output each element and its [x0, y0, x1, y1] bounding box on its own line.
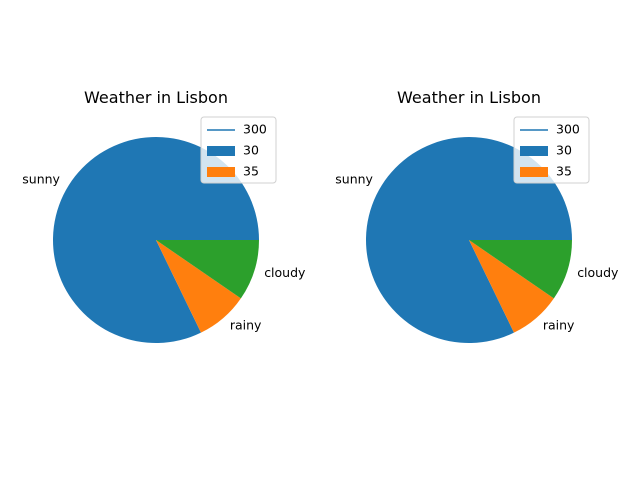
pie-slice-cloudy — [469, 240, 572, 299]
slice-label-sunny: sunny — [335, 171, 373, 186]
pie-slice-rainy — [156, 240, 241, 333]
legend-label: 30 — [556, 143, 572, 158]
pie-slice-sunny — [366, 137, 572, 344]
legend-label: 35 — [556, 164, 572, 179]
chart-title: Weather in Lisbon — [84, 88, 228, 107]
legend-patch-handle — [207, 167, 235, 177]
slice-labels: sunny rainy cloudy — [22, 171, 306, 332]
slice-label-rainy: rainy — [543, 317, 575, 332]
legend-frame — [200, 116, 277, 184]
pie-slices — [366, 137, 572, 344]
legend-patch-handle — [207, 146, 235, 156]
legend-frame — [513, 116, 590, 184]
slice-label-cloudy: cloudy — [264, 265, 306, 280]
legend-label: 30 — [243, 143, 259, 158]
slice-labels: sunny rainy cloudy — [335, 171, 619, 332]
pie-slices — [52, 137, 259, 343]
slice-label-sunny: sunny — [22, 171, 60, 186]
pie-slice-cloudy — [156, 240, 259, 299]
legend-label: 35 — [243, 164, 259, 179]
chart-title: Weather in Lisbon — [397, 88, 541, 107]
slice-label-rainy: rainy — [230, 317, 262, 332]
legend-patch-handle — [520, 167, 548, 177]
legend: 300 30 35 — [200, 116, 277, 184]
legend-label: 300 — [243, 122, 267, 137]
legend: 300 30 35 — [513, 116, 590, 184]
slice-label-cloudy: cloudy — [577, 265, 619, 280]
legend-label: 300 — [556, 122, 580, 137]
legend-patch-handle — [520, 146, 548, 156]
pie-slice-rainy — [469, 240, 554, 333]
